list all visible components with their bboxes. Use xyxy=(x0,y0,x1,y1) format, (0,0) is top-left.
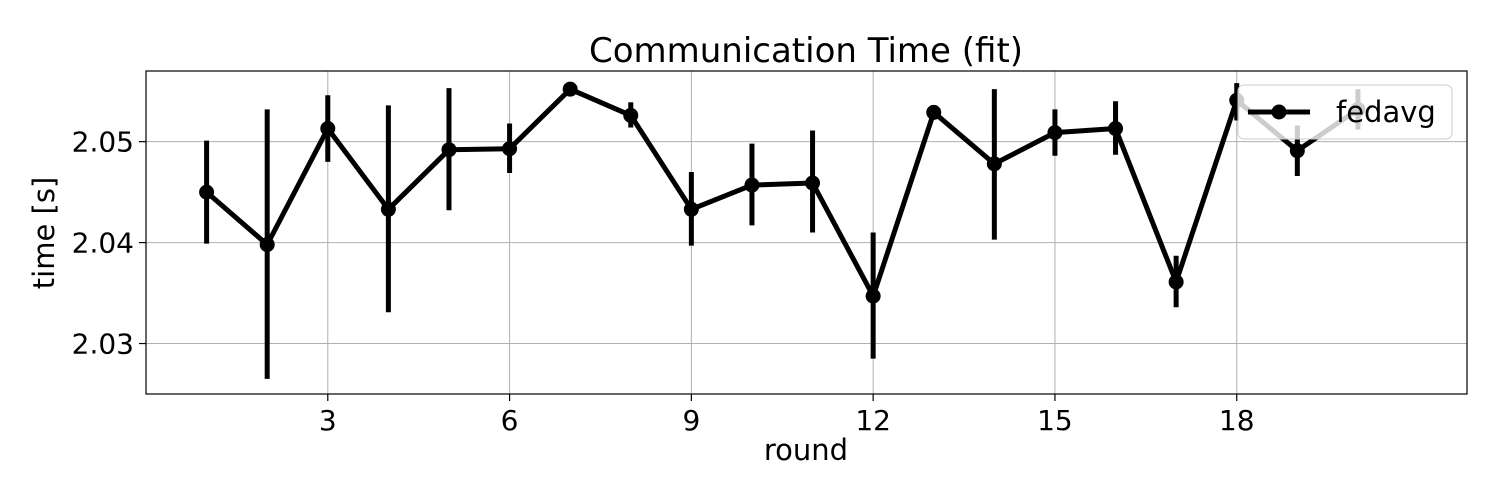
data-point xyxy=(1289,143,1305,159)
grid xyxy=(146,71,1467,394)
data-point xyxy=(986,156,1002,172)
chart-title: Communication Time (fit) xyxy=(589,31,1023,71)
y-tick-label: 2.05 xyxy=(72,126,134,159)
x-axis-label: round xyxy=(764,433,848,467)
data-point xyxy=(865,288,881,304)
data-point xyxy=(926,104,942,120)
data-point xyxy=(1108,121,1124,137)
series-line xyxy=(204,86,1360,299)
data-point xyxy=(683,201,699,217)
data-point xyxy=(320,121,336,137)
data-point xyxy=(744,177,760,193)
data-point xyxy=(502,141,518,157)
plot-frame xyxy=(145,70,1468,395)
series-fedavg xyxy=(199,81,1366,379)
data-point xyxy=(1168,274,1184,290)
x-tick-label: 3 xyxy=(319,404,337,437)
x-tick-label: 9 xyxy=(682,404,700,437)
legend-marker xyxy=(1271,104,1287,120)
data-point xyxy=(441,142,457,158)
y-tick-label: 2.03 xyxy=(72,328,134,361)
legend: fedavg xyxy=(1237,84,1453,140)
y-tick-label: 2.04 xyxy=(72,227,134,260)
ticks: 3 6 9 12 15 18 2.03 2.04 2.05 xyxy=(72,126,1255,437)
y-axis-label: time [s] xyxy=(27,177,61,289)
legend-label: fedavg xyxy=(1336,95,1436,129)
data-point xyxy=(380,201,396,217)
legend-box xyxy=(1237,84,1453,140)
data-point xyxy=(1047,125,1063,141)
x-tick-label: 15 xyxy=(1037,404,1073,437)
x-tick-label: 18 xyxy=(1219,404,1255,437)
x-tick-label: 6 xyxy=(501,404,519,437)
data-point xyxy=(805,175,821,191)
series-layer xyxy=(199,81,1366,379)
data-point xyxy=(259,237,275,253)
data-point xyxy=(562,81,578,97)
x-tick-label: 12 xyxy=(855,404,891,437)
data-point xyxy=(623,107,639,123)
data-point xyxy=(199,184,215,200)
